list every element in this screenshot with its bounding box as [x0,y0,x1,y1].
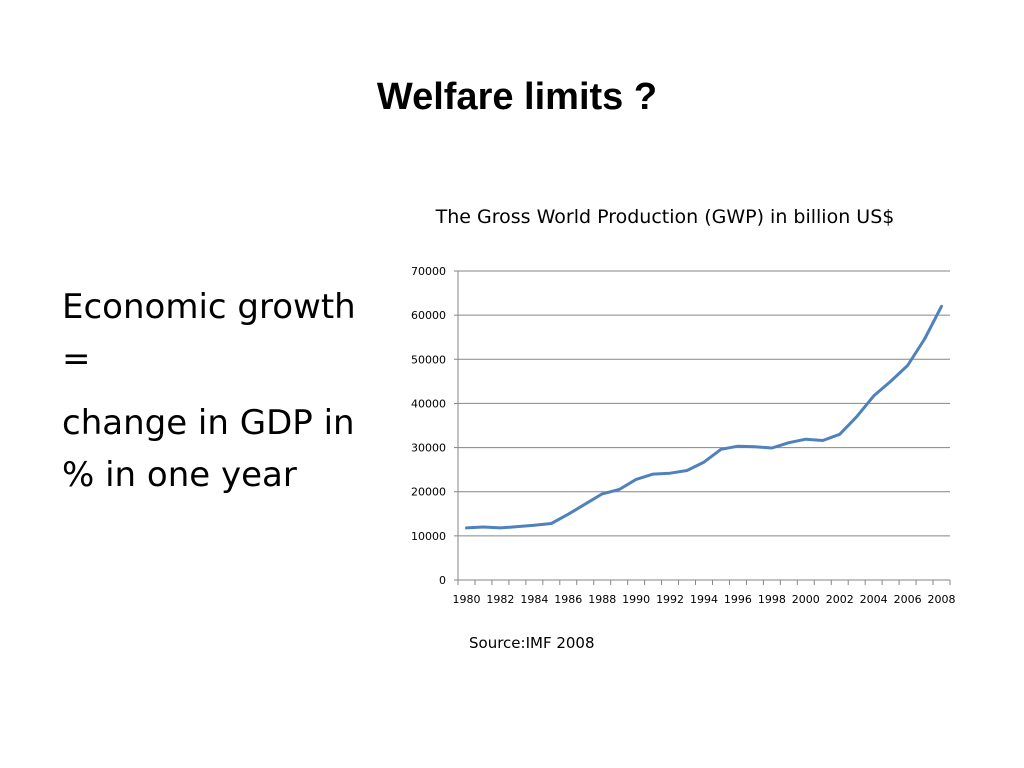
x-tick-label: 1992 [656,593,684,606]
x-tick-label: 1998 [758,593,786,606]
x-tick-label: 1994 [690,593,718,606]
y-tick-label: 60000 [411,309,446,322]
x-tick-labels: 1980 1982 1984 1986 1988 1990 1992 1994 1996 1998… [452,593,955,606]
y-tick-label: 40000 [411,397,446,410]
x-tick-label: 2008 [928,593,956,606]
y-tick-label: 10000 [411,530,446,543]
x-tick-label: 2004 [860,593,888,606]
x-tick-label: 1988 [588,593,616,606]
body-text: Economic growth = change in GDP in % in … [62,281,392,513]
x-tick-label: 1980 [452,593,480,606]
chart-source: Source:IMF 2008 [469,634,595,652]
chart-title: The Gross World Production (GWP) in bill… [435,206,895,228]
x-tick-label: 1982 [486,593,514,606]
series-line-gwp [465,304,943,530]
x-tick-label: 1990 [622,593,650,606]
x-tick-label: 1984 [520,593,548,606]
body-line-1: Economic growth = [62,287,356,379]
chart-axes [454,270,951,585]
chart-gridlines [458,270,950,537]
y-tick-labels: 0 10000 20000 30000 40000 50000 60000 70000 [411,265,446,587]
x-tick-label: 2000 [792,593,820,606]
chart-series [465,304,943,530]
x-tick-label: 1996 [724,593,752,606]
x-tick-label: 1986 [554,593,582,606]
body-line-2: change in GDP in % in one year [62,403,355,495]
y-tick-label: 20000 [411,486,446,499]
y-tick-label: 70000 [411,265,446,278]
x-tick-label: 2002 [826,593,854,606]
x-tick-label: 2006 [894,593,922,606]
y-tick-label: 50000 [411,353,446,366]
y-tick-label: 0 [439,574,446,587]
slide-title: Welfare limits ? [376,76,658,118]
y-tick-label: 30000 [411,442,446,455]
